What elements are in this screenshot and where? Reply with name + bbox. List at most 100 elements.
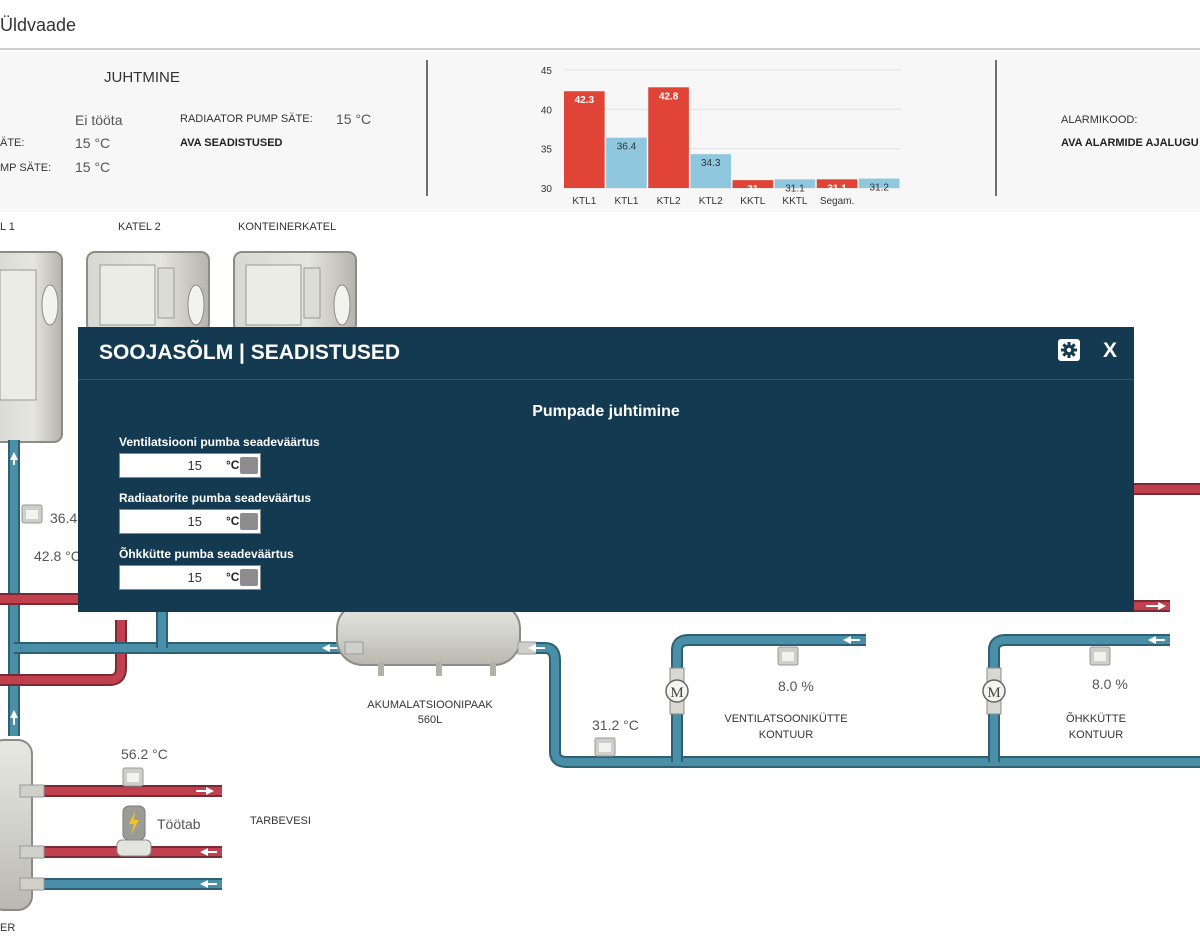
chart-bar [816,179,858,188]
radiator-pump-setpoint-field: °C [119,509,261,534]
top-bar: Üldvaade [0,0,1200,50]
x-tick-label: KKTL [782,196,807,207]
return-temp: 31.2 °C [592,717,639,733]
vent-percent-sensor [777,646,799,666]
hot-water-temp-sensor [122,767,144,787]
settings-modal: SOOJASÕLM | SEADISTUSED X Pumpade ju [78,327,1134,612]
vent-circuit-percent: 8.0 % [778,678,814,694]
alarm-code-label: ALARMIKOOD: [1061,114,1138,126]
chart-bar [774,179,816,188]
calculator-icon[interactable] [240,569,258,586]
hot-water-label: TARBEVESI [250,815,311,827]
setpoint-label: ÄTE: [0,137,25,149]
circulation-pump[interactable] [116,805,152,857]
modal-title: SOOJASÕLM | SEADISTUSED [99,341,401,364]
left-pipework [0,440,345,736]
temperature-bar-chart: 30 35 40 45 42.3 KTL1 36.4 KTL1 42.8 KTL2 34.3 KTL2… [541,66,901,207]
cylinder-label: ER [0,922,16,934]
right-pipework [536,483,1200,768]
hot-water-temp: 56.2 °C [121,746,168,762]
radiator-pump-label: RADIAATOR PUMP SÄTE: [180,113,313,125]
radiator-pump-value: 15 °C [336,111,372,127]
pump-status: Töötab [157,816,201,832]
bar-value-label: 31.1 [785,183,805,194]
bar-value-label: 36.4 [617,142,637,153]
status-value: Ei tööta [75,112,123,128]
air-percent-sensor [1089,646,1111,666]
panel-divider [995,60,997,196]
vent-circuit-label-2: KONTUUR [758,729,814,741]
x-tick-label: KTL2 [657,196,681,207]
air-circuit-label: ÕHKKÜTTE [1066,713,1126,725]
tank-label: AKUMALATSIOONIPAAK [367,699,493,711]
hot-water-pipes [22,785,222,890]
hot-water-cylinder[interactable] [0,739,33,911]
page-title: Üldvaade [0,15,77,35]
air-heating-pump-setpoint-label: Õhkkütte pumba seadeväärtus [119,547,294,561]
vent-pump-setpoint-input[interactable] [122,456,202,475]
air-circuit-valve[interactable]: M [982,667,1006,715]
x-tick-label: KTL1 [614,196,638,207]
heating-schematic: M M [0,251,1200,911]
unit-label: °C [226,458,240,472]
supply-temp-2: 42.8 °C [34,548,81,564]
alarm-history-link[interactable]: AVA ALARMIDE AJALUGU [1061,137,1199,149]
boiler-2-label: KATEL 2 [118,221,161,233]
chart-bar [606,137,647,188]
air-circuit-label-2: KONTUUR [1068,729,1124,741]
bar-value-label: 31 [747,184,759,195]
boiler-1-label: L 1 [0,221,15,233]
gear-icon[interactable] [1057,338,1081,362]
pump-setpoint-value: 15 °C [75,159,111,175]
y-tick-label: 30 [541,184,553,195]
bar-value-label: 31.2 [869,183,889,194]
x-tick-label: KTL1 [572,196,596,207]
unit-label: °C [226,570,240,584]
unit-label: °C [226,514,240,528]
supply-temp-1: 36.4 [50,510,78,526]
calculator-icon[interactable] [240,457,258,474]
bar-value-label: 34.3 [701,158,721,169]
valve-motor-symbol: M [987,685,1000,701]
vent-circuit-valve[interactable]: M [665,667,689,715]
chart-bar [648,87,689,188]
container-boiler-label: KONTEINERKATEL [238,221,337,233]
vent-pump-setpoint-field: °C [119,453,261,478]
y-tick-label: 35 [541,145,553,156]
bar-value-label: 31.1 [827,183,847,194]
boiler-2[interactable] [86,251,210,333]
tank-capacity-label: 560L [417,714,443,726]
boiler-1[interactable] [0,251,63,443]
accumulation-tank[interactable] [336,602,537,676]
section-title: Pumpade juhtimine [532,403,680,420]
air-heating-pump-setpoint-field: °C [119,565,261,590]
chart-bar [690,154,731,188]
air-heating-pump-setpoint-input[interactable] [122,568,202,587]
x-tick-label: KTL2 [699,196,723,207]
vent-pump-setpoint-label: Ventilatsiooni pumba seadeväärtus [119,435,320,449]
pump-setpoint-label: MP SÄTE: [0,162,52,174]
modal-header: SOOJASÕLM | SEADISTUSED X [78,327,1134,380]
chart-bar [732,180,774,188]
container-boiler[interactable] [233,251,357,333]
x-tick-label: KKTL [740,196,765,207]
valve-motor-symbol: M [670,685,683,701]
y-tick-label: 40 [541,105,553,116]
vent-circuit-label: VENTILATSOONIKÜTTE [724,713,848,725]
return-temp-sensor [594,737,616,757]
panel-divider [426,60,428,196]
calculator-icon[interactable] [240,513,258,530]
open-settings-link[interactable]: AVA SEADISTUSED [180,137,283,149]
temperature-sensor [21,504,43,524]
y-tick-label: 45 [541,66,553,77]
chart-bar [858,178,900,188]
radiator-pump-setpoint-label: Radiaatorite pumba seadeväärtus [119,491,312,505]
setpoint-value: 15 °C [75,135,111,151]
close-icon[interactable]: X [1103,339,1118,362]
bar-value-label: 42.8 [659,91,679,102]
air-circuit-percent: 8.0 % [1092,676,1128,692]
chart-bar [564,91,605,188]
bar-value-label: 42.3 [575,95,595,106]
radiator-pump-setpoint-input[interactable] [122,512,202,531]
